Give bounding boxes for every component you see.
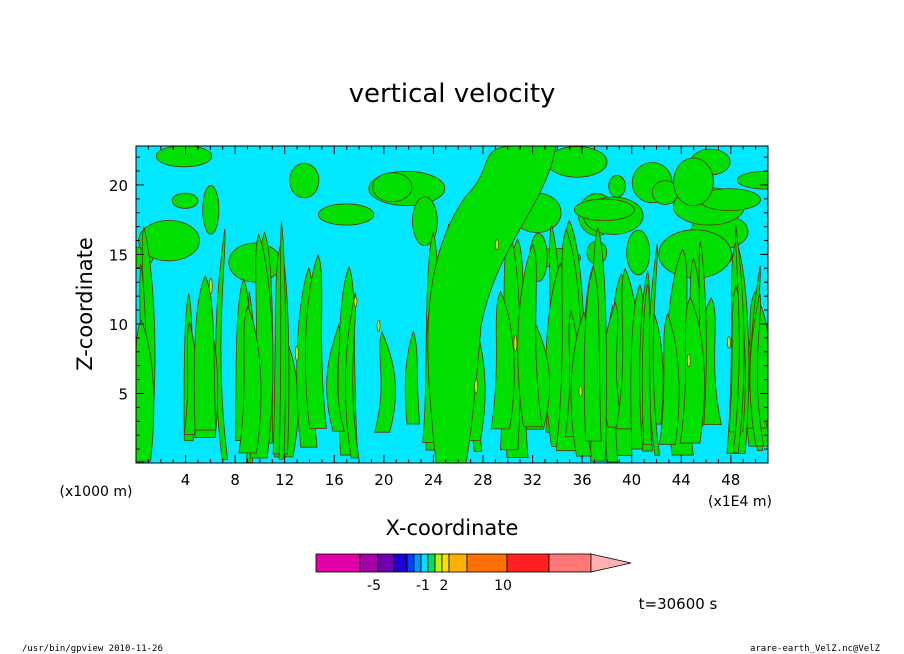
contour-band	[326, 323, 345, 432]
y-unit-note: (x1000 m)	[60, 484, 133, 500]
colorbar-swatch	[315, 553, 361, 573]
y-tick-label: 15	[109, 246, 128, 264]
colorbar-label: -1	[416, 578, 430, 594]
contour-blob	[574, 198, 635, 221]
contour-band	[732, 225, 745, 453]
y-axis: 5 10 15 20	[109, 156, 768, 450]
plot-frame	[135, 145, 769, 464]
contour-band	[490, 290, 515, 430]
contour-blob	[318, 203, 375, 226]
contour-blob	[155, 146, 213, 168]
colorbar: -5 -1 2 10	[315, 553, 632, 594]
contour-blob	[171, 192, 199, 209]
x-tick-label: 4	[181, 471, 191, 489]
contour-band	[374, 330, 396, 433]
contour-blob	[608, 174, 626, 198]
y-axis-label: Z-coordinate	[73, 237, 97, 371]
contour-band	[517, 243, 543, 428]
colorbar-label: 10	[494, 578, 512, 594]
contour-speck	[208, 277, 213, 295]
contour-band	[345, 292, 360, 459]
contour-speck	[513, 335, 518, 352]
contour-blob	[372, 172, 413, 203]
contour-blob	[546, 146, 608, 178]
chart-title: vertical velocity	[349, 79, 556, 109]
x-axis: 4 8 12 16 20 24 28 32 36 40 44 48	[147, 146, 757, 489]
time-label: t=30600 s	[639, 595, 718, 613]
contour-speck	[295, 345, 299, 361]
contour-band	[193, 275, 216, 431]
contour-band	[238, 305, 262, 454]
colorbar-label: 2	[440, 578, 449, 594]
x-tick-label: 16	[325, 471, 344, 489]
contour-band	[679, 296, 705, 444]
colorbar-swatch	[548, 553, 592, 573]
contour-band	[749, 293, 765, 447]
x-axis-label: X-coordinate	[386, 516, 519, 540]
contour-speck	[727, 336, 731, 349]
contour-band	[136, 319, 155, 462]
footer-left: /usr/bin/gpview 2010-11-26	[22, 644, 163, 654]
contour-speck	[578, 385, 583, 398]
contour-speck	[353, 296, 358, 307]
x-tick-label: 40	[622, 471, 641, 489]
contour-blob	[228, 242, 282, 283]
contour-speck	[474, 378, 478, 394]
colorbar-swatch	[420, 553, 429, 573]
colorbar-extend	[590, 553, 632, 573]
contour-blob	[202, 185, 220, 235]
contour-blob	[736, 170, 768, 190]
contour-blob	[289, 162, 320, 199]
contour-speck	[376, 320, 381, 332]
contour-band	[583, 266, 602, 442]
contour-blob	[673, 157, 714, 207]
contour-band	[404, 329, 421, 425]
y-tick-label: 10	[109, 316, 128, 334]
x-tick-label: 44	[672, 471, 691, 489]
colorbar-swatch	[441, 553, 450, 573]
colorbar-swatch	[448, 553, 468, 573]
x-tick-label: 32	[523, 471, 542, 489]
contour-band	[641, 283, 652, 446]
colorbar-swatch	[413, 553, 422, 573]
x-tick-label: 36	[573, 471, 592, 489]
x-tick-label: 8	[230, 471, 240, 489]
colorbar-swatch	[406, 553, 415, 573]
colorbar-swatch	[393, 553, 408, 573]
contour-speck	[686, 353, 691, 368]
y-tick-label: 5	[118, 385, 128, 403]
contour-plume	[427, 146, 557, 463]
x-tick-label: 12	[275, 471, 294, 489]
x-tick-label: 28	[473, 471, 492, 489]
x-unit-note: (x1E4 m)	[708, 494, 772, 510]
contour-speck	[495, 239, 499, 251]
contour-band	[305, 253, 327, 429]
contour-field	[136, 146, 768, 463]
contour-blob	[412, 196, 438, 247]
contour-band	[659, 312, 680, 445]
colorbar-swatch	[466, 553, 508, 573]
contour-band	[278, 221, 287, 460]
colorbar-swatch	[434, 553, 443, 573]
x-tick-label: 24	[424, 471, 443, 489]
x-tick-label: 20	[374, 471, 393, 489]
colorbar-swatch	[506, 553, 550, 573]
colorbar-swatch	[427, 553, 436, 573]
contour-blob	[626, 229, 651, 276]
colorbar-swatch	[359, 553, 379, 573]
footer-right: arare-earth_VelZ.nc@VelZ	[750, 644, 881, 654]
y-tick-label: 20	[109, 177, 128, 195]
colorbar-label: -5	[367, 578, 381, 594]
colorbar-swatch	[377, 553, 395, 573]
x-tick-label: 48	[721, 471, 740, 489]
